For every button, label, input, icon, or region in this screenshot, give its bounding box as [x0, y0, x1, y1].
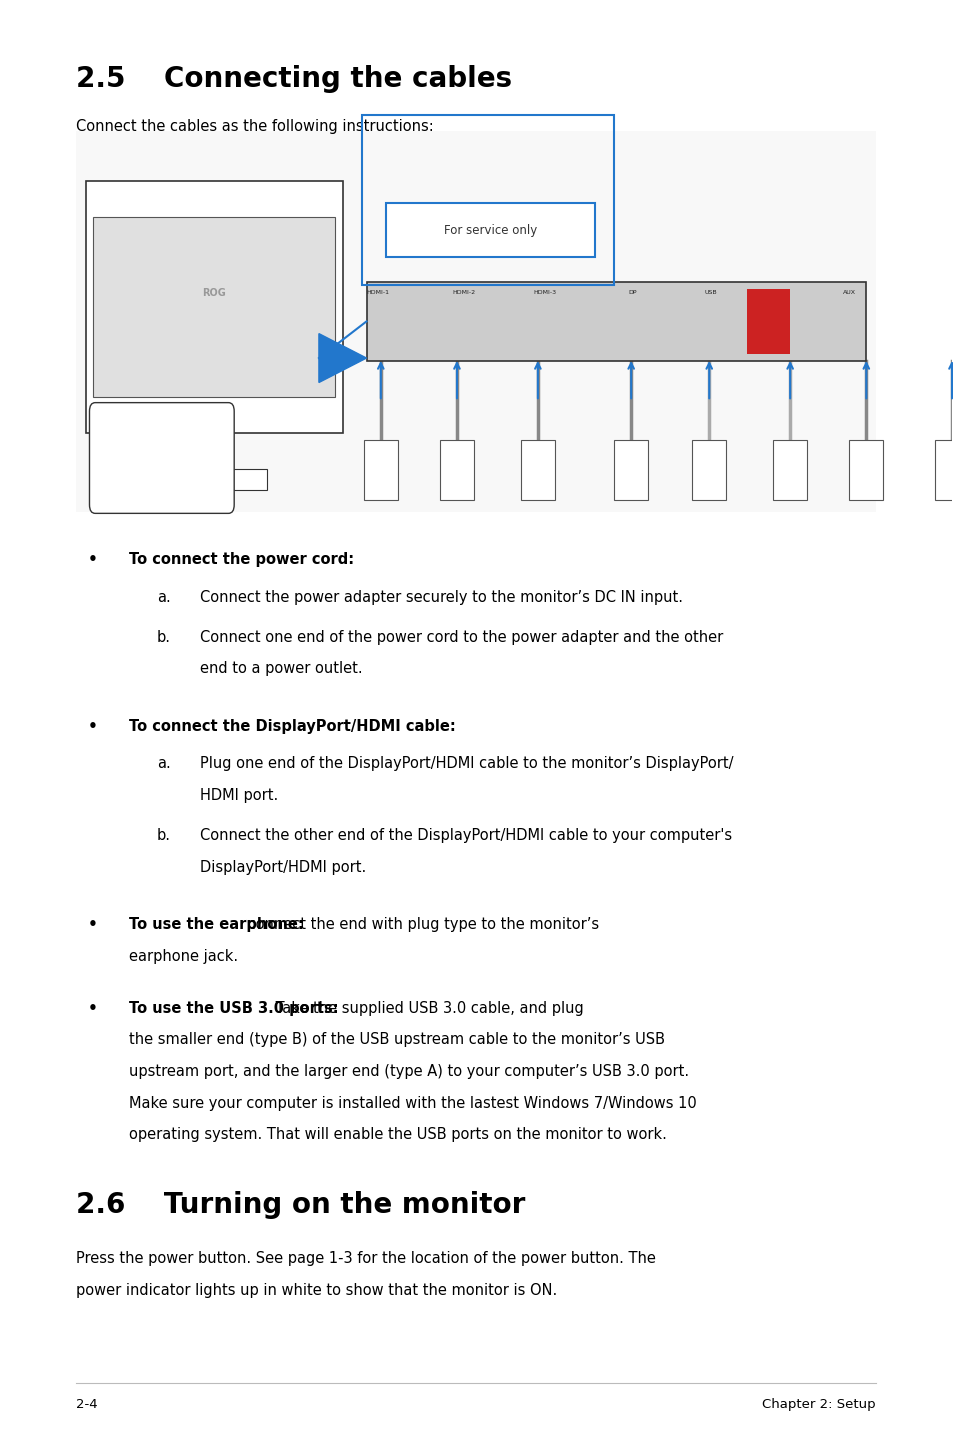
Text: b.: b.	[157, 828, 171, 843]
FancyBboxPatch shape	[366, 282, 865, 361]
FancyBboxPatch shape	[76, 131, 875, 512]
FancyBboxPatch shape	[162, 469, 266, 490]
Text: DisplayPort/HDMI port.: DisplayPort/HDMI port.	[200, 860, 366, 874]
Text: 2-4: 2-4	[76, 1398, 98, 1411]
Text: HDMI port.: HDMI port.	[200, 788, 278, 802]
FancyBboxPatch shape	[746, 289, 789, 354]
FancyBboxPatch shape	[93, 217, 335, 397]
Text: Connect one end of the power cord to the power adapter and the other: Connect one end of the power cord to the…	[200, 630, 722, 644]
Text: USB: USB	[703, 290, 717, 295]
Text: ROG: ROG	[202, 288, 226, 298]
Text: Connect the power adapter securely to the monitor’s DC IN input.: Connect the power adapter securely to th…	[200, 590, 682, 604]
FancyBboxPatch shape	[520, 440, 555, 500]
Text: •: •	[88, 719, 97, 733]
Text: HDMI-2: HDMI-2	[452, 290, 475, 295]
Text: To use the USB 3.0 ports:: To use the USB 3.0 ports:	[129, 1001, 337, 1015]
Text: b.: b.	[157, 630, 171, 644]
Text: Press the power button. See page 1-3 for the location of the power button. The: Press the power button. See page 1-3 for…	[76, 1251, 656, 1265]
Text: To use the earphone:: To use the earphone:	[129, 917, 303, 932]
Text: Take the supplied USB 3.0 cable, and plug: Take the supplied USB 3.0 cable, and plu…	[271, 1001, 583, 1015]
Text: HDMI-3: HDMI-3	[533, 290, 556, 295]
Text: •: •	[88, 917, 97, 932]
FancyBboxPatch shape	[385, 203, 595, 257]
Text: a.: a.	[157, 590, 171, 604]
Text: the smaller end (type B) of the USB upstream cable to the monitor’s USB: the smaller end (type B) of the USB upst…	[129, 1032, 664, 1047]
Text: operating system. That will enable the USB ports on the monitor to work.: operating system. That will enable the U…	[129, 1127, 666, 1142]
Text: earphone jack.: earphone jack.	[129, 949, 237, 963]
Text: Make sure your computer is installed with the lastest Windows 7/Windows 10: Make sure your computer is installed wit…	[129, 1096, 696, 1110]
Text: upstream port, and the larger end (type A) to your computer’s USB 3.0 port.: upstream port, and the larger end (type …	[129, 1064, 688, 1078]
FancyBboxPatch shape	[772, 440, 806, 500]
Text: •: •	[88, 1001, 97, 1015]
Polygon shape	[318, 334, 366, 383]
FancyBboxPatch shape	[614, 440, 648, 500]
Text: Connect the other end of the DisplayPort/HDMI cable to your computer's: Connect the other end of the DisplayPort…	[200, 828, 731, 843]
Text: power indicator lights up in white to show that the monitor is ON.: power indicator lights up in white to sh…	[76, 1283, 557, 1297]
FancyBboxPatch shape	[934, 440, 953, 500]
Text: 2.6    Turning on the monitor: 2.6 Turning on the monitor	[76, 1191, 525, 1218]
Text: Chapter 2: Setup: Chapter 2: Setup	[761, 1398, 875, 1411]
Text: a.: a.	[157, 756, 171, 771]
FancyBboxPatch shape	[691, 440, 725, 500]
Text: Plug one end of the DisplayPort/HDMI cable to the monitor’s DisplayPort/: Plug one end of the DisplayPort/HDMI cab…	[200, 756, 733, 771]
Text: •: •	[88, 552, 97, 567]
FancyBboxPatch shape	[363, 440, 397, 500]
Text: To connect the power cord:: To connect the power cord:	[129, 552, 354, 567]
Text: 2.5    Connecting the cables: 2.5 Connecting the cables	[76, 65, 512, 92]
FancyBboxPatch shape	[86, 181, 342, 433]
Text: end to a power outlet.: end to a power outlet.	[200, 661, 362, 676]
Text: connect the end with plug type to the monitor’s: connect the end with plug type to the mo…	[242, 917, 598, 932]
Text: To connect the DisplayPort/HDMI cable:: To connect the DisplayPort/HDMI cable:	[129, 719, 455, 733]
FancyBboxPatch shape	[439, 440, 474, 500]
FancyBboxPatch shape	[848, 440, 882, 500]
FancyBboxPatch shape	[90, 403, 233, 513]
Text: HDMI-1: HDMI-1	[366, 290, 389, 295]
Text: For service only: For service only	[443, 223, 537, 237]
Text: DP: DP	[628, 290, 637, 295]
Text: AUX: AUX	[841, 290, 855, 295]
Text: Connect the cables as the following instructions:: Connect the cables as the following inst…	[76, 119, 434, 134]
